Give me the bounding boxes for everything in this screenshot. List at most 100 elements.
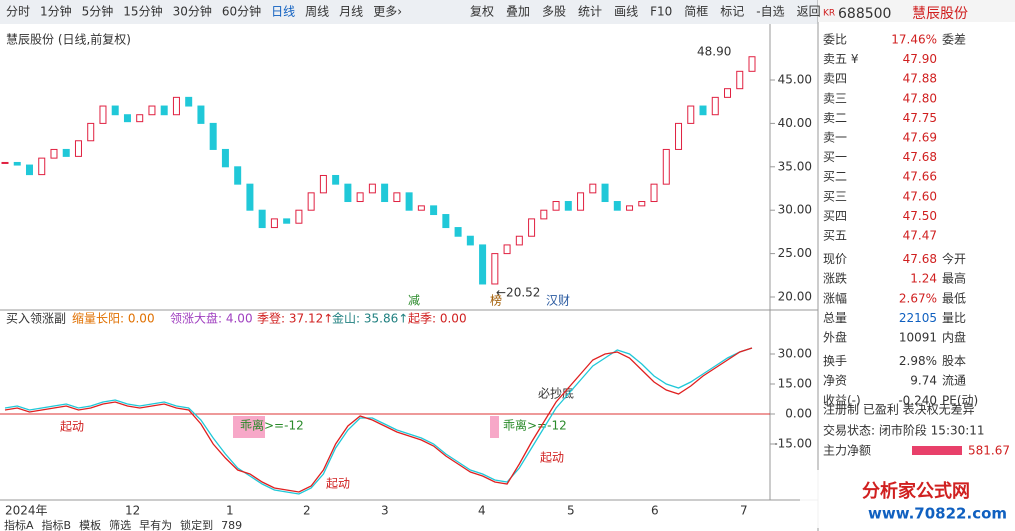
quote-label: 内盘 [942,330,966,345]
quote-label: 买四 [823,209,847,223]
watermark-bg [800,470,1005,528]
quote-label: 卖一 [823,131,847,145]
tag: 榜 [490,293,502,308]
candle [307,192,315,211]
toolbar-button[interactable]: 月线 [339,5,363,19]
tag: 减 [408,294,420,308]
candle [515,235,523,246]
candle [724,88,732,98]
bottom-tab[interactable]: 早有为 [139,518,172,531]
quote-label: 现价 [823,252,847,266]
toolbar-button[interactable]: 1分钟 [40,4,72,19]
candle [393,192,401,203]
candle [344,183,352,203]
toolbar-button[interactable]: 60分钟 [222,4,261,19]
quote-value: -0.240 [898,393,937,407]
candle [123,114,131,123]
y-tick-label: 30.00 [778,347,812,361]
candle [246,183,254,211]
annotation: 乖离>=-12 [240,418,304,433]
candle [270,218,278,229]
watermark: www.70822.com [868,505,1007,523]
quote-label: 收益(-) [823,393,861,407]
candle [295,209,303,224]
candle [111,105,119,116]
toolbar-button[interactable]: 画线 [614,5,638,19]
quote-value: 47.88 [903,72,937,86]
quote-label: 买三 [823,189,847,203]
bottom-tab[interactable]: 模板 [79,518,101,531]
toolbar-button[interactable]: 分时 [6,5,30,19]
candle [675,122,683,150]
bottom-tab[interactable]: 筛选 [109,518,131,531]
bottom-tab[interactable]: 789 [221,519,242,531]
candle [234,166,242,185]
toolbar [0,0,818,24]
x-tick-label: 7 [740,504,748,518]
toolbar-button[interactable]: 15分钟 [123,4,162,19]
quote-label: 卖五 ¥ [823,52,859,66]
candle [564,201,572,211]
candle [332,174,340,185]
toolbar-button[interactable]: -自选 [756,5,784,19]
candle [283,218,291,224]
flow-label: 主力净额 [823,444,871,458]
toolbar-button[interactable]: 多股 [542,5,566,19]
quote-value: 47.75 [903,111,937,125]
candle [258,209,266,229]
candle [381,183,389,203]
toolbar-button[interactable]: 日线 [271,5,295,19]
quote-label: 净资 [823,374,847,388]
quote-value: 47.47 [903,229,937,243]
candle [172,96,180,116]
bottom-tab[interactable]: 锁定到 [180,518,213,531]
quote-label: 买一 [823,150,847,164]
bottom-tab[interactable]: 指标B [42,518,72,531]
quote-value: 47.69 [903,131,937,145]
indicator-title: 买入领涨副 [6,311,66,326]
toolbar-button[interactable]: F10 [650,5,672,19]
y-tick-label: 30.00 [778,203,812,217]
bottom-tab[interactable]: 指标A [4,518,34,531]
candle [491,253,499,285]
candle [466,235,474,246]
quote-label: 买五 [823,229,847,243]
quote-value: 47.90 [903,52,937,66]
candle [87,122,95,142]
toolbar-button[interactable]: 标记 [720,5,744,19]
quote-value: 47.80 [903,91,937,105]
candle [552,201,560,211]
x-tick-label: 3 [381,504,389,518]
toolbar-button[interactable]: 简框 [684,5,708,19]
toolbar-button[interactable]: 30分钟 [173,4,212,19]
indicator-item: 缩量长阳: 0.00 [72,311,155,326]
quote-label: 外盘 [823,330,847,345]
candle [13,161,21,166]
candle [62,148,70,157]
candle [368,183,376,194]
toolbar-button[interactable]: 更多› [373,5,402,19]
code: 688500 [838,6,891,22]
y-tick-label: 20.00 [778,290,812,304]
high-label: 48.90 [697,45,731,59]
annotation: 起动 [540,451,564,465]
toolbar-button[interactable]: 返回 [797,5,821,19]
annotation: 起动 [60,420,84,434]
candle [662,148,670,185]
toolbar-button[interactable]: 复权 [470,5,494,19]
annotation: 必抄底 [538,386,574,401]
y-tick-label: 25.00 [778,246,812,260]
candle [221,148,229,168]
toolbar-button[interactable]: 统计 [578,5,602,19]
tag: 汉财 [546,294,570,308]
toolbar-button[interactable]: 周线 [305,5,329,19]
market: KR [823,9,835,19]
candle [50,148,58,159]
toolbar-button[interactable]: 5分钟 [82,4,114,19]
quote-label: PE(动) [942,393,978,407]
toolbar-button[interactable]: 叠加 [506,5,530,19]
candle [1,161,9,164]
y-tick-label: 35.00 [778,159,812,173]
candle [540,209,548,220]
